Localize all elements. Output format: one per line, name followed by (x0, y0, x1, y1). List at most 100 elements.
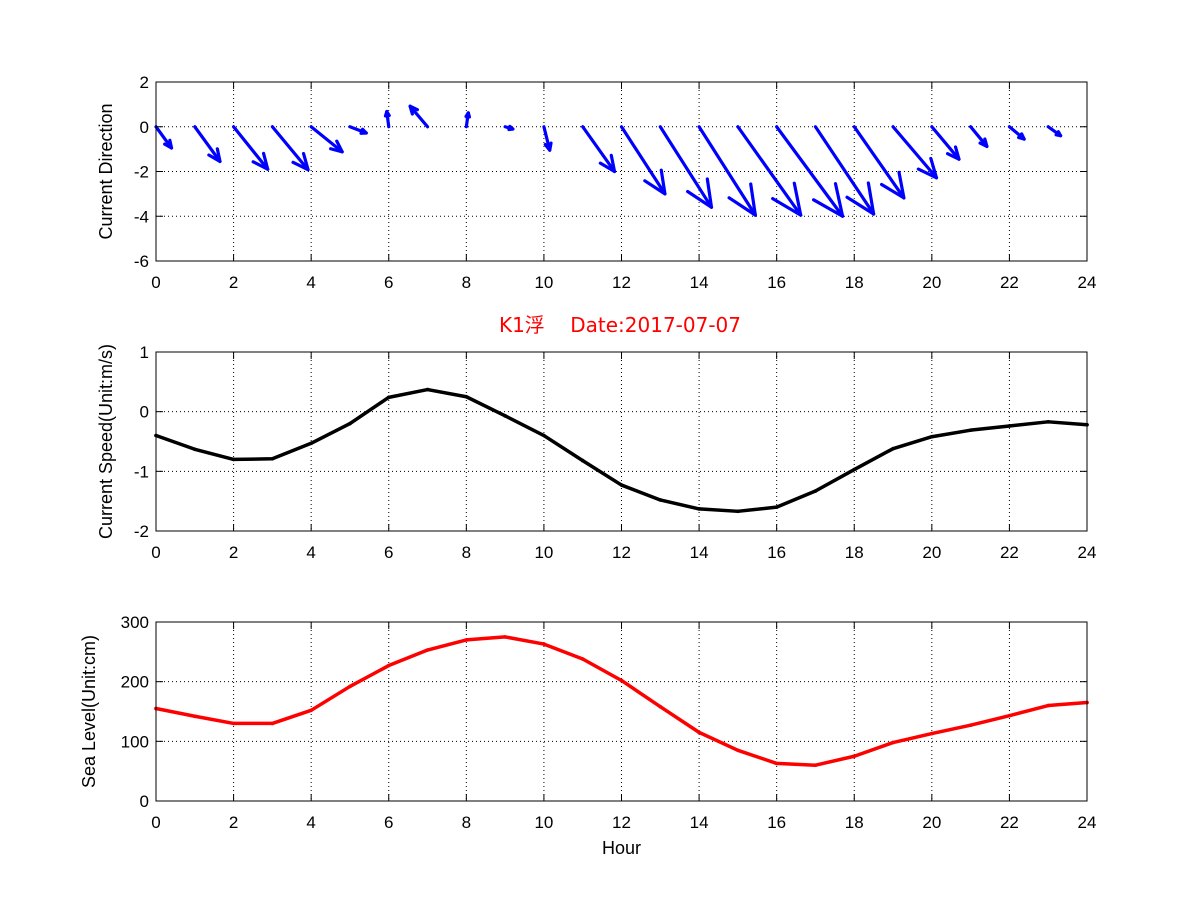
quiver-arrow (503, 124, 515, 132)
x-tick-label: 6 (384, 543, 393, 562)
x-tick-label: 18 (845, 273, 864, 292)
data-point (386, 395, 391, 400)
x-tick-label: 12 (612, 813, 631, 832)
arrow-head (359, 127, 368, 135)
arrow-shaft (619, 125, 667, 196)
arrow-head (978, 137, 989, 149)
data-point (813, 489, 818, 493)
data-point (270, 721, 275, 726)
data-point (503, 635, 507, 639)
data-point (813, 763, 818, 767)
arrow-head (251, 151, 270, 171)
quiver-arrow (383, 109, 391, 129)
x-tick-label: 22 (1000, 813, 1019, 832)
arrow-head (1017, 132, 1026, 141)
quiver-arrow (775, 125, 845, 218)
x-tick-label: 6 (384, 273, 393, 292)
quiver-arrow (154, 125, 174, 150)
arrow-shaft (775, 125, 845, 218)
quiver-arrow (1046, 125, 1063, 138)
x-tick-label: 16 (767, 813, 786, 832)
x-tick-label: 8 (462, 273, 471, 292)
x-tick-label: 0 (151, 543, 160, 562)
data-point (658, 704, 663, 709)
x-tick-label: 0 (151, 273, 160, 292)
x-tick-label: 16 (767, 543, 786, 562)
x-tick-label: 24 (1078, 813, 1097, 832)
data-point (619, 483, 624, 487)
arrow-shaft (891, 125, 939, 180)
data-point (231, 721, 236, 726)
data-point (736, 509, 740, 514)
arrow-head (643, 168, 667, 196)
quiver-arrow (542, 125, 553, 152)
data-point (968, 428, 973, 432)
y-tick-label: -4 (134, 207, 149, 226)
y-tick-label: 200 (121, 673, 149, 692)
x-tick-label: 20 (922, 273, 941, 292)
quiver-arrow (619, 125, 667, 196)
quiver-arrow (736, 125, 803, 217)
y-axis-label: Sea Level(Unit:cm) (79, 635, 99, 788)
x-tick-label: 6 (384, 813, 393, 832)
arrow-shaft (969, 125, 989, 149)
data-point (464, 394, 469, 399)
data-point (930, 731, 934, 736)
data-point (309, 441, 313, 446)
quiver-arrow (852, 125, 906, 200)
x-tick-label: 18 (845, 543, 864, 562)
y-tick-label: 1 (140, 343, 149, 362)
x-tick-label: 8 (462, 543, 471, 562)
data-point (930, 434, 934, 439)
quiver-arrow (813, 125, 876, 216)
arrow-shaft (408, 104, 430, 129)
arrow-head (507, 124, 515, 132)
y-tick-label: 0 (140, 118, 149, 137)
y-tick-label: -1 (134, 462, 149, 481)
quiver-arrow (969, 125, 989, 149)
data-point (192, 447, 197, 452)
x-tick-label: 12 (612, 273, 631, 292)
data-point (270, 457, 275, 461)
arrow-head (163, 138, 174, 150)
data-point (968, 723, 973, 728)
data-point (309, 708, 313, 713)
data-point (891, 740, 895, 745)
x-tick-label: 24 (1078, 543, 1097, 562)
arrow-shaft (736, 125, 803, 217)
arrow-shaft (697, 125, 757, 217)
arrow-shaft (658, 125, 714, 209)
quiver-arrow (658, 125, 714, 209)
data-point (1046, 420, 1051, 424)
data-point (386, 663, 391, 668)
quiver-arrow (309, 125, 344, 154)
quiver-arrow (231, 125, 270, 171)
x-tick-label: 22 (1000, 273, 1019, 292)
x-tick-label: 18 (845, 813, 864, 832)
arrow-shaft (930, 125, 961, 161)
x-tick-label: 4 (306, 543, 315, 562)
data-point (1007, 713, 1012, 718)
data-point (697, 730, 701, 735)
arrow-head (408, 104, 419, 116)
arrow-head (845, 181, 876, 216)
data-point (348, 684, 352, 689)
arrow-head (686, 177, 714, 209)
x-tick-label: 2 (229, 273, 238, 292)
data-point (425, 387, 430, 392)
quiver-arrow (697, 125, 757, 217)
data-point (1046, 703, 1051, 708)
y-tick-label: 0 (140, 792, 149, 811)
arrow-head (598, 153, 617, 174)
data-point (580, 458, 585, 463)
data-point (425, 648, 430, 652)
data-point (774, 505, 779, 509)
arrow-head (811, 182, 845, 218)
x-tick-label: 10 (534, 813, 553, 832)
arrow-shaft (193, 125, 222, 164)
x-tick-label: 2 (229, 543, 238, 562)
data-point (619, 678, 624, 683)
data-point (348, 421, 352, 426)
